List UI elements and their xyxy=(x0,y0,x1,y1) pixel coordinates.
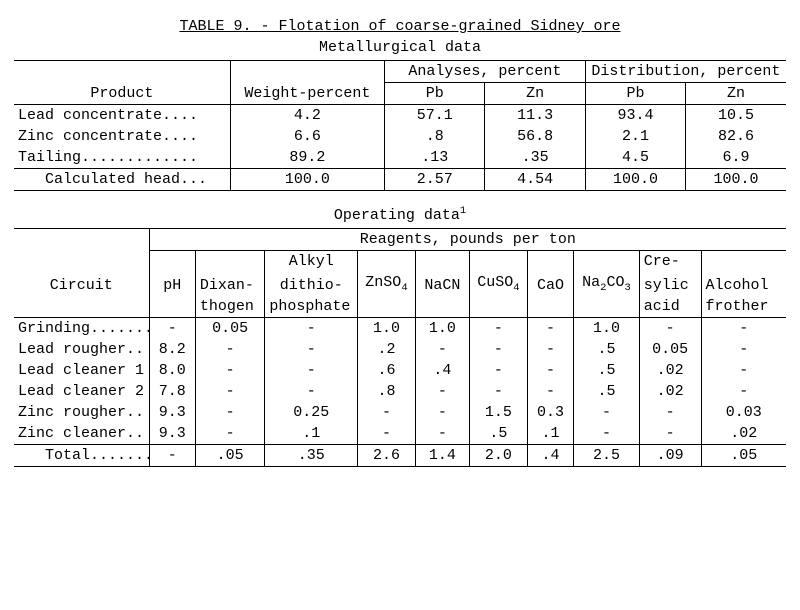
col-a-zn: Zn xyxy=(485,83,585,105)
col-cresylic: Cre- xyxy=(639,251,701,273)
col-dixanthogen: Dixan- xyxy=(195,272,264,296)
col-alcohol: Alcohol xyxy=(701,272,786,296)
col-reagents: Reagents, pounds per ton xyxy=(149,229,786,251)
col-circuit: Circuit xyxy=(14,272,149,296)
col-na2co3: Na2CO3 xyxy=(574,272,640,296)
col-cuso4: CuSO4 xyxy=(469,272,527,296)
col-distribution: Distribution, percent xyxy=(585,61,786,83)
col-cao: CaO xyxy=(527,272,573,296)
table1-caption: Metallurgical data xyxy=(14,39,786,56)
col-a-pb: Pb xyxy=(385,83,485,105)
col-d-pb: Pb xyxy=(585,83,685,105)
table-row: Zinc concentrate....6.6.856.82.182.6 xyxy=(14,126,786,147)
table-row: Lead concentrate....4.257.111.393.410.5 xyxy=(14,105,786,127)
metallurgical-table: Analyses, percent Distribution, percent … xyxy=(14,60,786,191)
table-row: Grinding.......-0.05-1.01.0--1.0-- xyxy=(14,318,786,340)
table-row: Lead cleaner 27.8--.8---.5.02- xyxy=(14,381,786,402)
table-row: Zinc cleaner..9.3-.1--.5.1--.02 xyxy=(14,423,786,445)
col-alkyl: Alkyl xyxy=(265,251,358,273)
table-row: Lead rougher..8.2--.2---.50.05- xyxy=(14,339,786,360)
table-row: Tailing.............89.2.13.354.56.9 xyxy=(14,147,786,169)
table-row: Lead cleaner 18.0--.6.4--.5.02- xyxy=(14,360,786,381)
col-d-zn: Zn xyxy=(686,83,786,105)
col-weight: Weight-percent xyxy=(230,83,384,105)
operating-table: Reagents, pounds per ton Alkyl Cre- Circ… xyxy=(14,228,786,467)
table-row: Total........-.05.352.61.42.0.42.5.09.05 xyxy=(14,445,786,467)
table-row: Calculated head...100.02.574.54100.0100.… xyxy=(14,169,786,191)
col-ph: pH xyxy=(149,272,195,296)
table2-caption: Operating data1 xyxy=(14,205,786,224)
table-row: Zinc rougher..9.3-0.25--1.50.3--0.03 xyxy=(14,402,786,423)
col-product: Product xyxy=(14,83,230,105)
col-znso4: ZnSO4 xyxy=(358,272,416,296)
col-nacn: NaCN xyxy=(415,272,469,296)
col-analyses: Analyses, percent xyxy=(385,61,586,83)
table-title: TABLE 9. - Flotation of coarse-grained S… xyxy=(14,18,786,35)
